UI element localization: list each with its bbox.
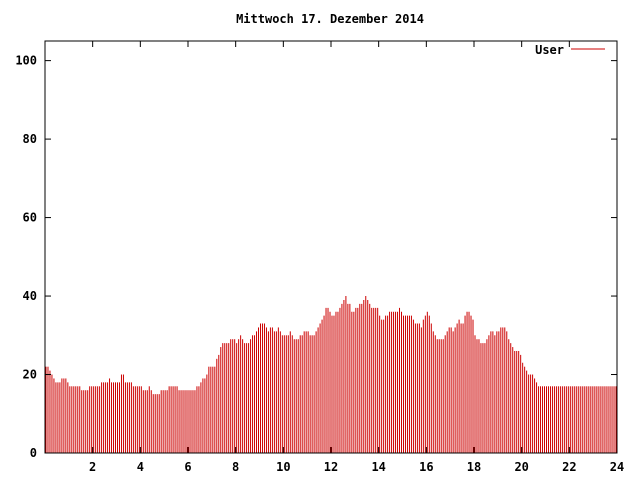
y-tick-label: 80 — [23, 132, 37, 146]
x-axis: 2 4 6 8 10 12 14 16 18 20 22 24 — [89, 41, 624, 474]
x-tick-label: 10 — [276, 460, 290, 474]
chart-title: Mittwoch 17. Dezember 2014 — [236, 12, 424, 26]
y-tick-label: 40 — [23, 289, 37, 303]
plot-frame — [44, 40, 618, 454]
legend: User — [535, 43, 605, 57]
x-tick-label: 2 — [89, 460, 96, 474]
x-tick-label: 8 — [232, 460, 239, 474]
y-tick-label: 100 — [15, 54, 37, 68]
x-tick-label: 18 — [467, 460, 481, 474]
x-tick-label: 14 — [371, 460, 385, 474]
x-tick-label: 20 — [514, 460, 528, 474]
x-tick-label: 16 — [419, 460, 433, 474]
y-tick-label: 20 — [23, 368, 37, 382]
x-tick-label: 12 — [324, 460, 338, 474]
x-tick-label: 4 — [137, 460, 144, 474]
x-tick-label: 6 — [184, 460, 191, 474]
x-tick-label: 22 — [562, 460, 576, 474]
legend-label: User — [535, 43, 564, 57]
y-tick-label: 0 — [30, 446, 37, 460]
y-axis: 0 20 40 60 80 100 — [15, 54, 617, 460]
bars-group — [45, 296, 617, 453]
x-tick-label: 24 — [610, 460, 624, 474]
y-tick-label: 60 — [23, 211, 37, 225]
